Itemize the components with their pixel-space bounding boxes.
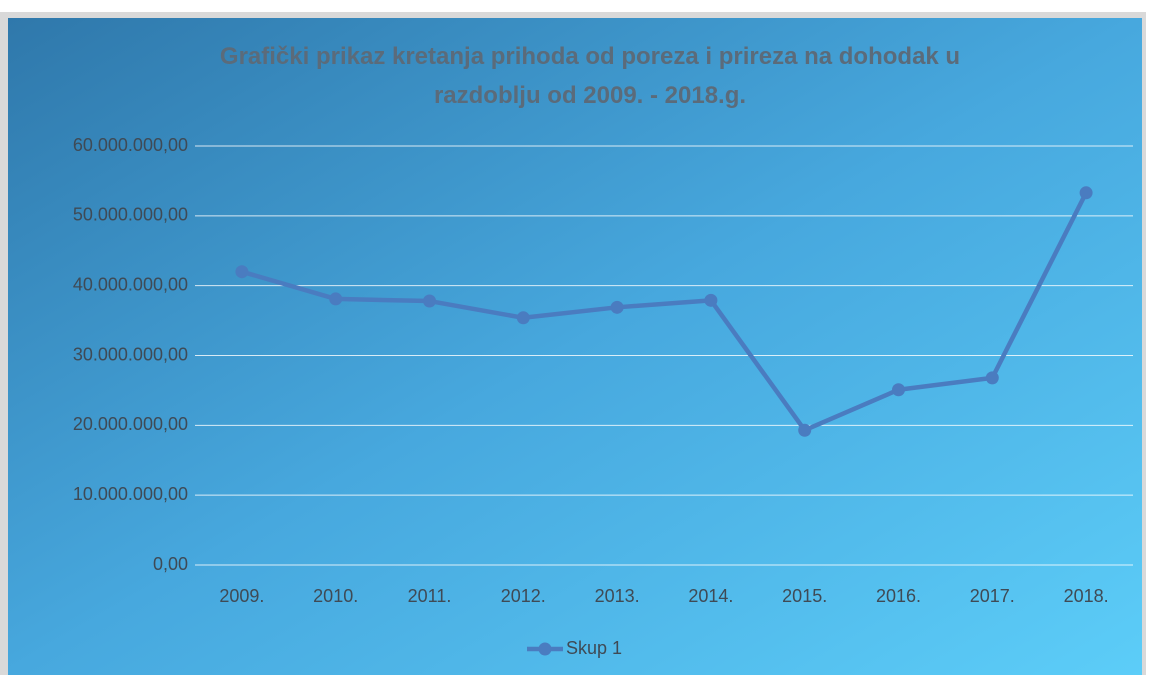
y-tick-label: 40.000.000,00 bbox=[73, 274, 188, 294]
x-tick-label: 2014. bbox=[688, 586, 733, 606]
x-tick-label: 2011. bbox=[408, 586, 452, 606]
y-tick-label: 30.000.000,00 bbox=[73, 344, 188, 364]
chart-title: Grafički prikaz kretanja prihoda od pore… bbox=[220, 43, 960, 109]
y-tick-label: 10.000.000,00 bbox=[73, 484, 188, 504]
y-tick-label: 20.000.000,00 bbox=[73, 414, 188, 434]
x-tick-label: 2012. bbox=[501, 586, 546, 606]
legend-marker bbox=[538, 642, 552, 656]
data-point bbox=[423, 294, 436, 308]
data-point bbox=[892, 383, 905, 397]
data-point bbox=[1079, 186, 1093, 200]
data-point bbox=[798, 423, 812, 437]
legend-label: Skup 1 bbox=[566, 638, 622, 658]
x-tick-label: 2015. bbox=[782, 586, 827, 606]
x-tick-label: 2010. bbox=[313, 586, 358, 606]
y-tick-label: 60.000.000,00 bbox=[73, 135, 188, 155]
y-tick-label: 50.000.000,00 bbox=[73, 205, 188, 225]
series-line bbox=[241, 191, 1089, 433]
data-point bbox=[235, 265, 249, 279]
data-point bbox=[704, 293, 718, 307]
y-tick-label: 0,00 bbox=[153, 554, 188, 574]
x-tick-label: 2013. bbox=[595, 586, 640, 606]
x-tick-label: 2018. bbox=[1064, 586, 1109, 606]
data-point bbox=[610, 300, 624, 314]
data-point bbox=[329, 292, 343, 306]
data-point bbox=[516, 311, 530, 325]
x-tick-label: 2016. bbox=[876, 586, 921, 606]
x-tick-label: 2009. bbox=[219, 586, 264, 606]
data-point bbox=[985, 371, 999, 385]
x-tick-label: 2017. bbox=[970, 586, 1015, 606]
